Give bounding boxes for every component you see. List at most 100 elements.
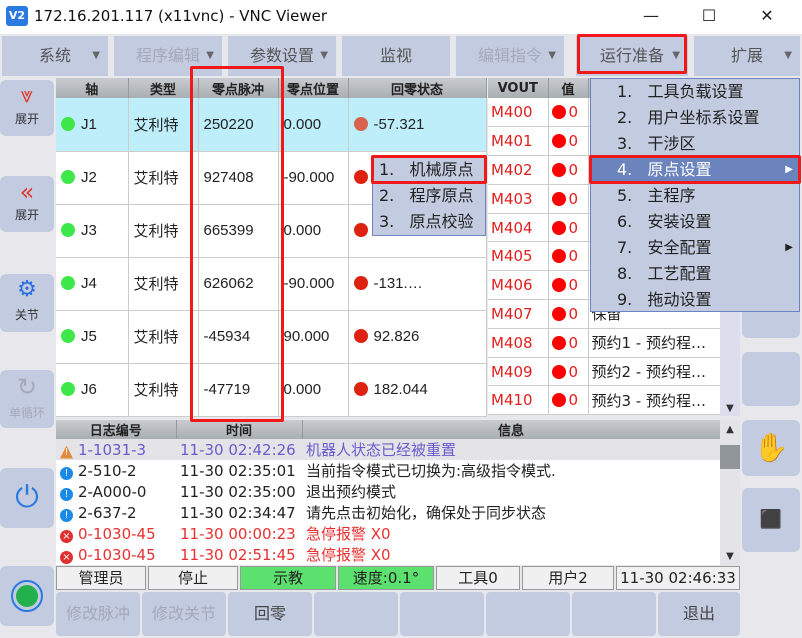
log-id: 2-A000-0	[78, 482, 147, 501]
vout-desc: 预约1 - 预约程…	[588, 328, 721, 358]
scroll-up-icon[interactable]: ▲	[726, 424, 734, 435]
pulse-cell: 626062	[198, 257, 279, 311]
expand-label: 展开	[14, 112, 39, 126]
menu-label: 监视	[379, 46, 412, 65]
status-dot-icon	[551, 191, 566, 206]
joint-row[interactable]: J4 艾利特 626062 -90.000 -131.…	[56, 257, 487, 311]
menu-5[interactable]: 编辑指令 ▼	[456, 36, 564, 76]
dropdown-item-6[interactable]: 6. 安装设置	[591, 209, 799, 235]
bottom-button-4[interactable]	[314, 592, 398, 636]
menu-7[interactable]: 扩展 ▼	[694, 36, 800, 76]
vout-value-cell: 0	[548, 98, 589, 128]
log-id-cell: ! 2-A000-0	[56, 481, 176, 502]
vout-row[interactable]: M409 0 预约2 - 预约程…	[488, 357, 721, 387]
submenu-item-1[interactable]: 1. 机械原点	[379, 160, 474, 179]
log-row[interactable]: × 0-1030-45 11-30 02:51:45 急停报警 X0	[56, 544, 720, 565]
right-button-5[interactable]	[742, 352, 800, 406]
menu-1[interactable]: 系统 ▼	[2, 36, 108, 76]
bottom-button-1[interactable]: 修改脉冲	[56, 592, 140, 636]
menu-4[interactable]: 监视	[342, 36, 450, 76]
dropdown-item-5[interactable]: 5. 主程序	[591, 183, 799, 209]
power-button[interactable]: ⏻	[0, 468, 54, 528]
teach-mode-status[interactable]: 示教	[240, 566, 336, 590]
vout-value: 0	[568, 189, 579, 208]
dropdown-item-3[interactable]: 3. 干涉区	[591, 131, 799, 157]
log-scrollbar[interactable]: ▲ ▼	[720, 420, 740, 566]
axis-ok-icon	[61, 223, 75, 237]
hand-guide-button[interactable]: ✋	[742, 420, 800, 476]
home-status-icon	[353, 170, 368, 184]
expand-down-button[interactable]: ⩔ 展开	[0, 80, 54, 136]
log-row[interactable]: ! 2-637-2 11-30 02:34:47 请先点击初始化，确保处于同步状态	[56, 502, 720, 523]
submenu-arrow-icon: ▶	[785, 164, 793, 175]
bottom-button-8[interactable]: 退出	[658, 592, 740, 636]
minimize-button[interactable]: —	[643, 6, 659, 25]
vout-value: 0	[568, 218, 579, 237]
dropdown-item-1[interactable]: 1. 工具负载设置	[591, 79, 799, 105]
dropdown-item-9[interactable]: 9. 拖动设置	[591, 287, 799, 313]
vout-row[interactable]: M410 0 预约3 - 预约程…	[488, 385, 721, 416]
speed-status[interactable]: 速度:0.1°	[338, 566, 434, 590]
pos-cell: -90.000	[278, 257, 349, 311]
dropdown-item-2[interactable]: 2. 用户坐标系设置	[591, 105, 799, 131]
bottom-button-6[interactable]	[486, 592, 570, 636]
log-time: 11-30 02:34:47	[180, 503, 296, 522]
bottom-button-7[interactable]	[572, 592, 656, 636]
log-id: 2-510-2	[78, 461, 137, 480]
vout-value-cell: 0	[548, 270, 589, 301]
joint-row[interactable]: J5 艾利特 -45934 90.000 92.826	[56, 310, 487, 364]
user-role-status[interactable]: 管理员	[56, 566, 146, 590]
menu-3[interactable]: 参数设置 ▼	[228, 36, 336, 76]
expand-left-button[interactable]: « 展开	[0, 176, 54, 232]
joint-mode-button[interactable]: ⚙ 关节	[0, 274, 54, 332]
bottom-button-3[interactable]: 回零	[228, 592, 312, 636]
single-cycle-button[interactable]: ↻ 单循环	[0, 370, 54, 428]
joint-row[interactable]: J6 艾利特 -47719 0.000 182.044	[56, 363, 487, 417]
status-dot-icon	[551, 364, 566, 379]
pos-cell: 90.000	[278, 310, 349, 364]
servo-status-button[interactable]	[0, 566, 54, 626]
menu-item-label: 3. 干涉区	[617, 134, 696, 153]
submenu-item-3[interactable]: 3. 原点校验	[379, 212, 474, 231]
vout-name: M408	[488, 328, 549, 358]
caret-down-icon: ▼	[784, 50, 792, 61]
tool-status[interactable]: 工具0	[436, 566, 520, 590]
bottom-button-2[interactable]: 修改关节	[142, 592, 226, 636]
menu-6[interactable]: 运行准备 ▼	[576, 36, 688, 76]
dropdown-item-4[interactable]: 4. 原点设置 ▶	[591, 157, 799, 183]
menu-2[interactable]: 程序编辑 ▼	[114, 36, 222, 76]
menu-item-label: 9. 拖动设置	[617, 290, 712, 309]
log-id-cell: ! 2-510-2	[56, 460, 176, 481]
column-header: 回零状态	[348, 78, 487, 98]
pos-cell: -90.000	[278, 151, 349, 205]
close-button[interactable]: ✕	[760, 6, 774, 25]
vout-row[interactable]: M408 0 预约1 - 预约程…	[488, 328, 721, 358]
menu-label: 系统	[38, 46, 71, 65]
log-row[interactable]: ! 2-510-2 11-30 02:35:01 当前指令模式已切换为:高级指令模式.	[56, 460, 720, 481]
log-row[interactable]: ! 1-1031-3 11-30 02:42:26 机器人状态已经被重置	[56, 439, 720, 460]
scroll-down-icon[interactable]: ▼	[726, 403, 734, 414]
log-row[interactable]: × 0-1030-45 11-30 00:00:23 急停报警 X0	[56, 523, 720, 544]
joint-row[interactable]: J1 艾利特 250220 0.000 -57.321	[56, 98, 487, 152]
bottom-button-5[interactable]	[400, 592, 484, 636]
menu-item-label: 1. 工具负载设置	[617, 82, 744, 101]
coord-status[interactable]: 用户2	[522, 566, 614, 590]
vout-value-cell: 0	[548, 328, 589, 358]
vout-name: M402	[488, 155, 549, 185]
log-row[interactable]: ! 2-A000-0 11-30 02:35:00 退出预约模式	[56, 481, 720, 502]
status-dot-icon	[551, 220, 566, 235]
maximize-button[interactable]: ☐	[701, 6, 717, 25]
axis-name: J6	[81, 381, 97, 398]
menu-item-label: 4. 原点设置	[617, 160, 712, 179]
log-id-cell: ! 1-1031-3	[56, 439, 176, 460]
3d-view-button[interactable]: ⬛	[742, 488, 800, 552]
run-prep-dropdown: 1. 工具负载设置 2. 用户坐标系设置 3. 干涉区 4. 原点设置 ▶ 5. 主程序 6…	[590, 78, 800, 312]
submenu-item-2[interactable]: 2. 程序原点	[379, 186, 474, 205]
robot-arm-icon: ⚙	[17, 277, 37, 302]
dropdown-item-8[interactable]: 8. 工艺配置	[591, 261, 799, 287]
menu-label: 编辑指令	[477, 46, 542, 65]
run-state-status: 停止	[148, 566, 238, 590]
scroll-down-icon[interactable]: ▼	[726, 551, 734, 562]
dropdown-item-7[interactable]: 7. 安全配置 ▶	[591, 235, 799, 261]
scroll-thumb[interactable]	[720, 445, 740, 469]
